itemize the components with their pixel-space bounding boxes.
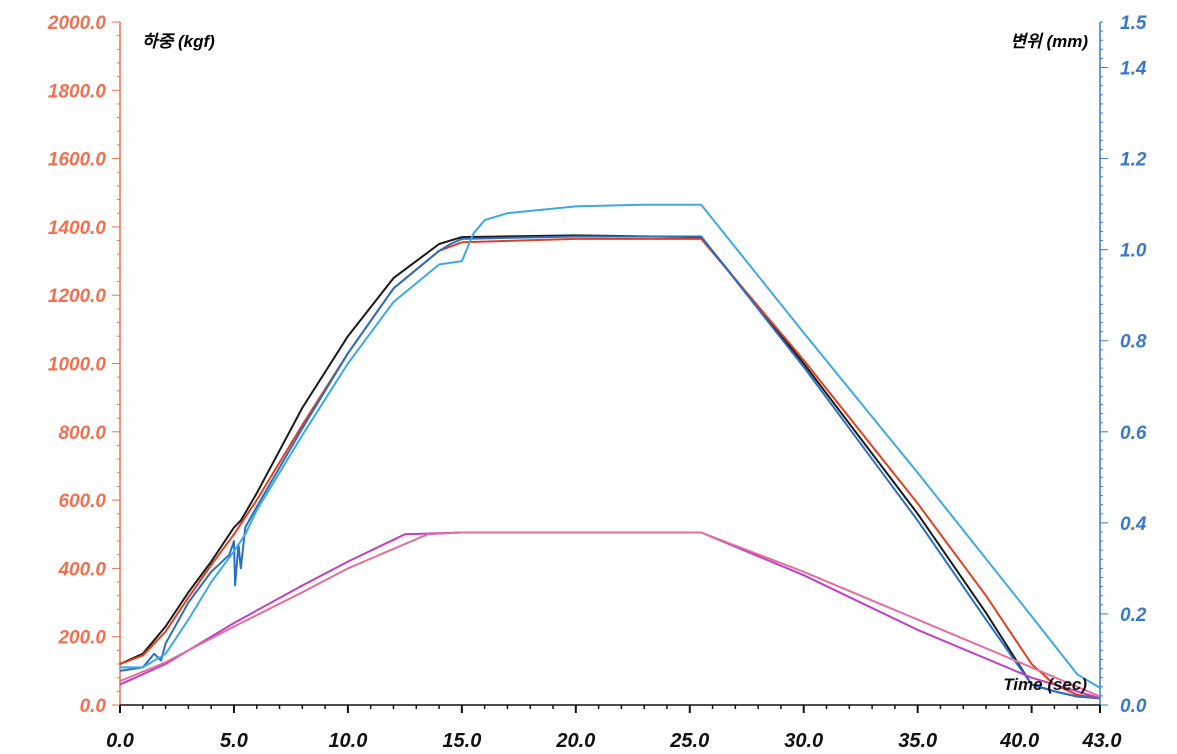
right-tick-label: 1.0 bbox=[1120, 241, 1147, 262]
axes bbox=[112, 21, 1108, 713]
right-tick-label: 0.4 bbox=[1120, 514, 1147, 535]
right-tick-label: 0.0 bbox=[1120, 696, 1147, 717]
left-tick-label: 200.0 bbox=[57, 628, 106, 649]
series-line-6 bbox=[119, 531, 1101, 698]
right-axis-title: 변위 (mm) bbox=[1010, 32, 1088, 51]
series-line-4 bbox=[120, 203, 1101, 689]
left-tick-label: 800.0 bbox=[58, 423, 106, 444]
right-tick-label: 1.4 bbox=[1120, 59, 1147, 80]
left-axis-title: 하중 (kgf) bbox=[142, 32, 215, 51]
x-tick-label: 25.0 bbox=[669, 730, 709, 752]
x-tick-label: 40.0 bbox=[999, 730, 1039, 752]
x-axis-title: Time (sec) bbox=[1003, 675, 1087, 694]
x-tick-label: 15.0 bbox=[442, 730, 481, 752]
series-line-3 bbox=[119, 235, 1101, 700]
x-tick-label: 43.0 bbox=[1082, 730, 1122, 752]
series-line-5 bbox=[119, 531, 1101, 700]
right-tick-label: 0.2 bbox=[1120, 605, 1147, 626]
tick-labels: 0.0 200.0 400.0 600.0 800.0 1000.0 1200.0 1400.… bbox=[47, 13, 1147, 752]
left-tick-label: 1800.0 bbox=[48, 81, 107, 102]
left-tick-label: 1600.0 bbox=[48, 150, 107, 171]
x-tick-label: 20.0 bbox=[555, 730, 595, 752]
left-tick-label: 600.0 bbox=[58, 491, 106, 512]
right-tick-label: 0.6 bbox=[1120, 423, 1147, 444]
right-tick-label: 0.8 bbox=[1120, 332, 1147, 353]
left-tick-label: 0.0 bbox=[80, 696, 107, 717]
left-tick-label: 2000.0 bbox=[47, 13, 107, 34]
series-line-1 bbox=[119, 234, 1101, 700]
series-line-2 bbox=[119, 237, 1101, 700]
x-tick-label: 35.0 bbox=[898, 730, 937, 752]
series-group bbox=[119, 203, 1101, 700]
x-tick-label: 10.0 bbox=[328, 730, 367, 752]
right-tick-label: 1.5 bbox=[1120, 13, 1147, 34]
left-tick-label: 1200.0 bbox=[48, 286, 107, 307]
x-tick-label: 30.0 bbox=[784, 730, 823, 752]
left-tick-label: 400.0 bbox=[57, 559, 106, 580]
right-tick-label: 1.2 bbox=[1120, 150, 1147, 171]
x-tick-label: 0.0 bbox=[106, 730, 134, 752]
left-tick-label: 1000.0 bbox=[48, 355, 107, 376]
x-tick-label: 5.0 bbox=[220, 730, 248, 752]
left-tick-label: 1400.0 bbox=[48, 218, 107, 239]
